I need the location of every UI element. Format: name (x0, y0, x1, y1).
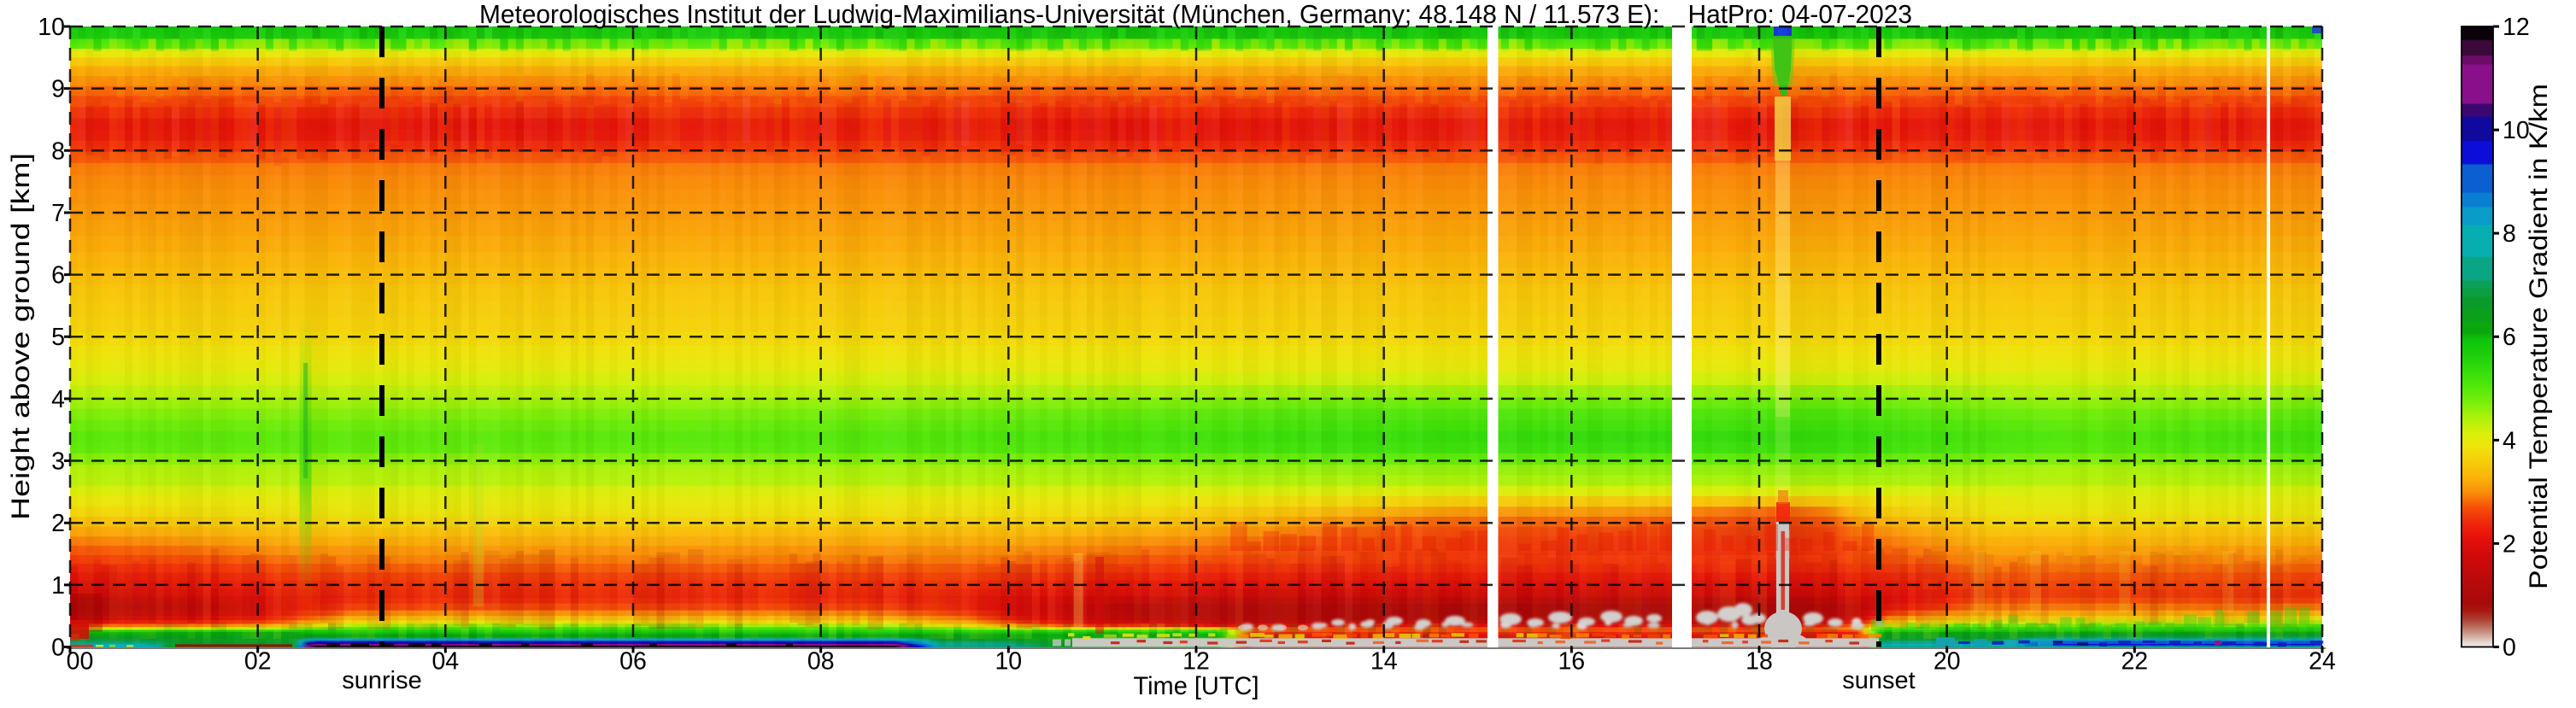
svg-text:08: 08 (807, 648, 835, 676)
svg-text:Height above ground [km]: Height above ground [km] (7, 153, 35, 520)
svg-text:4: 4 (2503, 427, 2516, 454)
svg-text:2: 2 (2503, 530, 2516, 558)
svg-text:10: 10 (2503, 117, 2530, 144)
svg-text:24: 24 (2309, 648, 2336, 676)
svg-text:02: 02 (244, 648, 272, 676)
svg-text:3: 3 (51, 448, 65, 476)
svg-text:8: 8 (51, 138, 65, 165)
svg-text:14: 14 (1370, 648, 1398, 676)
svg-text:10: 10 (995, 648, 1022, 676)
svg-text:06: 06 (619, 648, 647, 676)
svg-text:20: 20 (1933, 648, 1961, 676)
svg-text:5: 5 (51, 324, 65, 351)
svg-text:16: 16 (1558, 648, 1585, 676)
svg-text:sunrise: sunrise (342, 667, 422, 694)
svg-text:00: 00 (67, 648, 94, 676)
svg-text:0: 0 (2503, 635, 2516, 662)
svg-text:4: 4 (51, 386, 65, 413)
svg-text:2: 2 (51, 510, 65, 537)
svg-text:12: 12 (2503, 14, 2530, 41)
svg-text:6: 6 (2503, 324, 2516, 351)
svg-text:22: 22 (2121, 648, 2148, 676)
svg-text:6: 6 (51, 262, 65, 290)
svg-text:sunset: sunset (1842, 667, 1915, 694)
svg-text:Meteorologisches Institut der: Meteorologisches Institut der Ludwig-Max… (479, 0, 1912, 29)
svg-text:Time [UTC]: Time [UTC] (1134, 672, 1259, 700)
svg-text:18: 18 (1746, 648, 1773, 676)
svg-text:12: 12 (1182, 648, 1210, 676)
svg-text:10: 10 (38, 14, 65, 41)
svg-text:8: 8 (2503, 220, 2516, 248)
svg-text:9: 9 (51, 76, 65, 103)
svg-text:1: 1 (51, 572, 65, 600)
svg-text:0: 0 (51, 635, 65, 662)
svg-text:04: 04 (431, 648, 459, 676)
svg-text:Potential Temperature Gradient: Potential Temperature Gradient in K/km (2525, 84, 2553, 589)
svg-text:7: 7 (51, 200, 65, 227)
